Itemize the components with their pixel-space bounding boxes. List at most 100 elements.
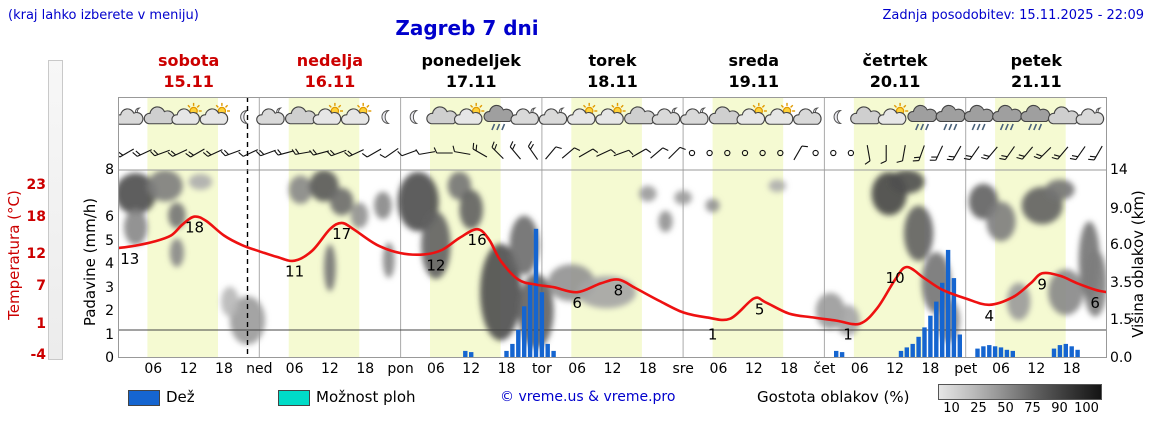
wind-barb-icon [613, 149, 634, 157]
moon-icon [381, 109, 390, 125]
wind-barb-icon [509, 141, 521, 160]
day-date: 18.11 [587, 72, 638, 91]
temperature-value-label: 8 [614, 282, 624, 300]
cloud-moon-icon [538, 107, 568, 125]
cloud-rain-icon [992, 104, 1022, 131]
moon-icon [409, 109, 419, 125]
daylight-band [712, 97, 784, 358]
rain-bar [527, 282, 533, 358]
rain-bar [975, 348, 980, 358]
time-axis-label: 06 [709, 361, 728, 377]
time-axis-label: 12 [886, 361, 904, 377]
rain-legend-label: Dež [166, 388, 195, 406]
temperature-value-label: 6 [572, 294, 582, 312]
wind-barb-icon [1016, 146, 1034, 160]
rain-bar [469, 352, 474, 358]
day-date: 21.11 [1011, 72, 1062, 91]
day-headers: sobota 15.11 nedelja 16.11 ponedeljek 17.11 to… [118, 50, 1107, 94]
wind-calm-icon [688, 149, 696, 157]
cloud-density-gradient [938, 384, 1102, 400]
rain-bar [539, 292, 545, 358]
cloud-moon-icon [651, 107, 681, 125]
wind-barb-icon [273, 149, 294, 156]
time-axis-label: 12 [179, 361, 198, 377]
time-axis-label: sre [672, 361, 694, 377]
wind-calm-icon [777, 149, 784, 157]
time-axis-label: 06 [850, 361, 869, 377]
wind-barb-icon [150, 149, 170, 157]
chart-frame [118, 97, 1107, 358]
temp-tick: -4 [30, 347, 46, 364]
rain-bar [898, 350, 904, 358]
day-name: sreda [728, 51, 780, 70]
temperature-value-label: 18 [185, 219, 204, 237]
rain-bar [992, 346, 998, 358]
cloud-moon-icon [680, 107, 709, 125]
wind-barb-icon [185, 148, 205, 158]
credit-link[interactable]: © vreme.us & vreme.pro [500, 389, 676, 405]
precip-tick: 4 [105, 256, 114, 272]
cloud-density-tick: 100 [1074, 401, 1099, 416]
time-axis-label: 18 [497, 361, 516, 377]
rain-bar [981, 346, 986, 358]
wind-calm-icon [724, 149, 731, 157]
temperature-value-label: 12 [426, 256, 445, 274]
day-header: sobota 15.11 [118, 50, 259, 94]
cloud-moon-icon [118, 107, 144, 125]
rain-bar [998, 347, 1004, 358]
temperature-value-label: 6 [1090, 294, 1100, 312]
cloud-density-tick: 90 [1051, 401, 1068, 416]
wind-barb-icon [1051, 146, 1069, 160]
rain-bar [945, 249, 951, 358]
rain-bar [1057, 345, 1063, 358]
showers-legend-swatch [278, 390, 310, 406]
time-axis-label: 12 [744, 361, 763, 377]
cloud-sun-icon [171, 102, 202, 125]
cloud-tick: 14 [1110, 162, 1128, 178]
wind-barb-icon [650, 147, 669, 159]
day-date: 19.11 [728, 72, 780, 91]
precip-tick: 3 [105, 279, 114, 296]
cloud-axis-label: Višina oblakov (km) [1129, 190, 1147, 338]
wind-barb-icon [291, 148, 312, 155]
rain-bar [551, 350, 556, 358]
wind-barb-icon [472, 142, 488, 158]
cloud-tick: 6.0 [1110, 237, 1133, 254]
cloud-density-tick: 50 [997, 401, 1014, 416]
temperature-value-label: 10 [886, 269, 905, 287]
wind-barb-icon [1069, 146, 1086, 161]
wind-barb-icon [397, 149, 418, 157]
day-header: ponedeljek 17.11 [401, 50, 542, 94]
day-header: torek 18.11 [542, 50, 683, 94]
cloud-rain-icon [963, 104, 994, 131]
wind-barb-icon [793, 145, 808, 161]
cloud-sun-icon [312, 102, 343, 125]
cloud-tick: 1.5 [1110, 312, 1133, 329]
wind-barb-icon [929, 145, 944, 161]
daylight-band [147, 97, 218, 358]
moon-icon [240, 109, 249, 125]
time-axis-label: pet [954, 361, 978, 377]
wind-barb-icon [596, 149, 616, 157]
rain-bar [957, 334, 962, 358]
wind-barb-icon [999, 146, 1015, 161]
wind-barb-icon [1033, 146, 1052, 160]
precip-tick: 1 [105, 326, 114, 343]
cloud-density-legend-label: Gostota oblakov (%) [757, 388, 910, 406]
last-update: Zadnja posodobitev: 15.11.2025 - 22:09 [882, 8, 1144, 23]
daylight-band [571, 97, 642, 358]
time-axis-label: 18 [1062, 361, 1081, 377]
cloud-sun-icon [877, 102, 909, 125]
time-axis-label: 12 [321, 361, 339, 377]
cloud-density-tick: 25 [970, 401, 987, 416]
wind-barb-icon [545, 146, 562, 160]
day-name: ponedeljek [421, 51, 521, 70]
day-name: nedelja [296, 51, 364, 70]
wind-barb-icon [631, 148, 652, 158]
time-axis-label: 18 [921, 361, 940, 377]
rain-bar [1063, 343, 1068, 358]
wind-barb-icon [167, 149, 188, 157]
time-axis-label: ned [246, 361, 273, 377]
time-axis-label: 06 [285, 361, 304, 377]
rain-bar [504, 350, 509, 358]
